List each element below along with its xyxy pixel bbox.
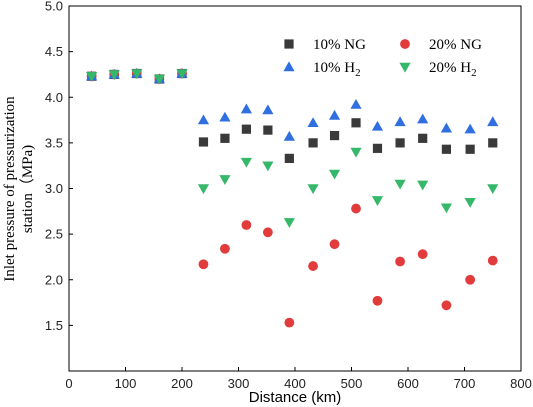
data-point	[487, 255, 498, 266]
y-tick-label: 4.0	[45, 90, 63, 105]
y-tick-label: 1.5	[45, 318, 63, 333]
data-point	[440, 122, 453, 133]
data-point	[198, 259, 209, 270]
y-axis-title-line-1: Inlet pressure of pressurization	[2, 96, 18, 282]
y-axis-title-line-2: station（MPa)	[19, 145, 36, 233]
legend-item: 10% H2	[283, 60, 361, 79]
data-point	[488, 138, 498, 148]
data-point	[153, 74, 165, 85]
data-point	[329, 130, 340, 141]
data-point	[220, 243, 230, 254]
data-point	[284, 153, 294, 163]
x-tick-label: 800	[510, 376, 532, 391]
series-1-points	[87, 68, 498, 163]
data-point	[307, 184, 319, 195]
data-point	[351, 203, 361, 214]
data-point	[197, 184, 210, 195]
data-point	[241, 124, 252, 134]
y-tick-label: 4.5	[45, 44, 63, 59]
data-point	[86, 72, 98, 82]
data-point	[219, 111, 231, 122]
series-3-points	[86, 67, 499, 141]
legend-label: 10% H2	[313, 60, 361, 79]
legend-label: 20% NG	[429, 37, 482, 53]
data-point	[440, 203, 453, 214]
legend-item: 10% NG	[284, 37, 366, 53]
legend-item: 20% H2	[399, 60, 477, 79]
data-point	[351, 118, 361, 128]
data-point	[176, 69, 188, 80]
data-point	[464, 123, 476, 134]
data-point	[197, 114, 210, 125]
data-point	[328, 109, 341, 120]
data-point	[372, 143, 383, 153]
data-point	[108, 70, 120, 81]
x-tick-label: 200	[171, 376, 193, 391]
y-tick-label: 2.5	[45, 227, 63, 242]
data-point	[395, 256, 405, 267]
data-point	[283, 130, 295, 141]
data-point	[198, 137, 209, 147]
x-tick-label: 0	[65, 376, 72, 391]
data-point	[262, 227, 273, 238]
data-point	[263, 125, 273, 135]
data-point	[371, 196, 384, 206]
legend-marker	[399, 62, 411, 73]
y-tick-label: 3.0	[45, 181, 63, 196]
data-point	[240, 103, 253, 114]
y-tick-label: 2.0	[45, 272, 63, 287]
data-point	[371, 120, 384, 131]
data-point	[328, 169, 341, 180]
x-tick-label: 500	[341, 376, 363, 391]
data-point	[350, 147, 362, 158]
legend-marker	[400, 39, 410, 49]
data-point	[418, 133, 428, 143]
data-point	[487, 116, 499, 127]
data-point	[394, 179, 406, 190]
data-point	[241, 220, 252, 230]
data-point	[417, 113, 429, 124]
x-tick-label: 400	[284, 376, 306, 391]
data-point	[465, 274, 476, 285]
data-point	[131, 69, 143, 80]
legend-marker	[284, 39, 294, 49]
data-point	[350, 98, 362, 109]
data-point	[307, 117, 319, 127]
data-point	[283, 218, 295, 228]
x-tick-label: 700	[454, 376, 476, 391]
data-point	[308, 261, 318, 271]
data-point	[219, 175, 231, 185]
data-point	[262, 104, 274, 115]
legend-item: 20% NG	[400, 37, 482, 53]
data-point	[284, 317, 295, 328]
legend-label: 20% H2	[429, 60, 477, 79]
series-2-points	[86, 68, 498, 328]
series-4-points	[86, 69, 499, 228]
data-point	[465, 144, 475, 154]
data-point	[240, 157, 253, 168]
data-point	[487, 184, 499, 195]
data-point	[329, 239, 340, 250]
data-point	[372, 295, 383, 306]
y-axis-title: Inlet pressure of pressurization station…	[2, 96, 36, 282]
data-point	[308, 138, 318, 148]
x-axis-title: Distance (km)	[249, 389, 342, 406]
x-tick-label: 300	[228, 376, 250, 391]
data-point	[417, 180, 429, 191]
data-point	[262, 161, 274, 172]
x-tick-label: 600	[397, 376, 419, 391]
legend-label: 10% NG	[313, 37, 366, 53]
data-point	[395, 138, 405, 148]
legend-marker	[283, 61, 295, 72]
data-point	[220, 133, 230, 143]
y-tick-label: 3.5	[45, 135, 63, 150]
data-point	[441, 144, 452, 154]
x-tick-label: 100	[115, 376, 137, 391]
data-point	[464, 197, 476, 208]
data-point	[441, 300, 452, 311]
data-point	[394, 116, 406, 127]
y-tick-label: 5.0	[45, 0, 63, 14]
data-point	[417, 249, 428, 260]
